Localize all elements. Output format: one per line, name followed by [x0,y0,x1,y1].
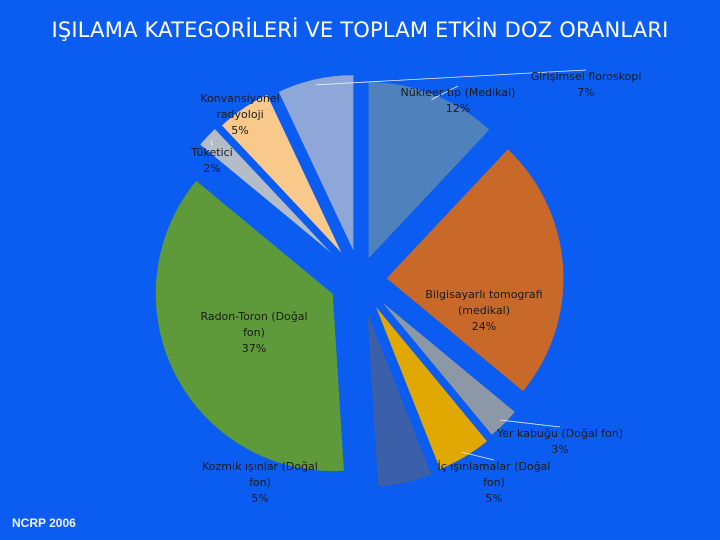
leader-line-7 [210,140,213,147]
pie-slice-4 [373,303,489,471]
slice-label-3: Yer kabuğu (Doğal fon) 3% [496,427,623,456]
source-note: NCRP 2006 [12,516,76,530]
slice-label-6: Radon-Toron (Doğal fon) 37% [200,310,307,355]
pie-slice-5 [366,309,433,488]
slice-label-1: Nükleer tıp (Medikal) 12% [401,86,516,115]
leader-line-1 [431,85,459,100]
pie-slice-6 [154,179,345,473]
pie-slice-7 [198,127,338,259]
slice-label-2: Bilgisayarlı tomografi (medikal) 24% [425,288,542,333]
slice-label-4: İç ışınlamalar (Doğal fon) 5% [438,460,551,505]
slice-label-7: Tüketici 2% [190,146,232,175]
slice-label-8: Konvansiyonel radyoloji 5% [200,92,279,137]
leader-line-4 [461,451,495,461]
chart-title: IŞILAMA KATEGORİLERİ VE TOPLAM ETKİN DOZ… [51,18,669,42]
slice-label-5: Kozmik ışınlar (Doğal fon) 5% [202,460,318,505]
leader-line-9 [316,69,587,86]
leader-line-3 [499,419,561,428]
slice-label-9: Girişimsel floroskopi 7% [531,70,642,99]
pie-slice-9 [277,74,355,253]
pie-slice-8 [220,93,344,256]
pie-slice-3 [377,297,517,437]
pie-slice-2 [385,147,565,393]
